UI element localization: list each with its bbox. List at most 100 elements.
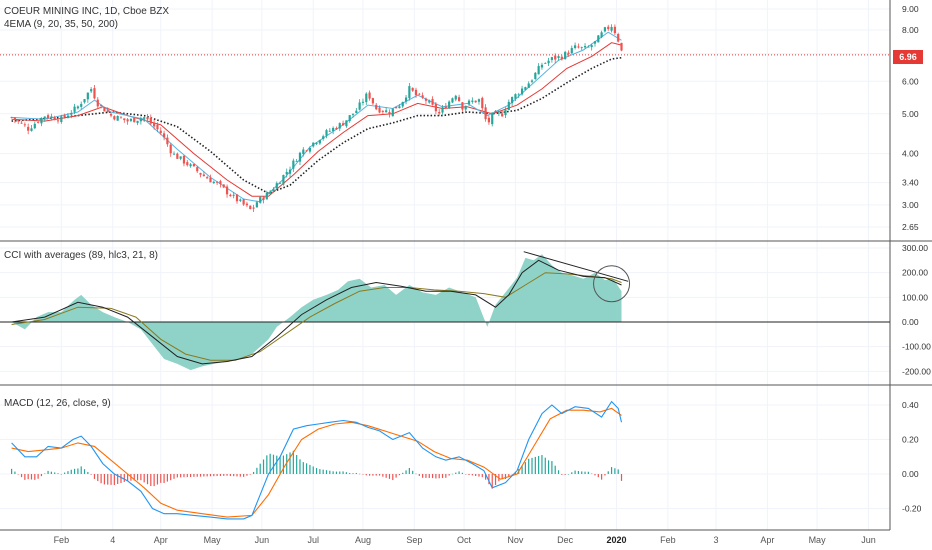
time-axis-tick-label: 4 bbox=[110, 535, 115, 545]
candle-body bbox=[288, 169, 292, 174]
macd-histogram-bar bbox=[564, 474, 566, 475]
macd-histogram-bar bbox=[372, 474, 374, 476]
macd-histogram-bar bbox=[83, 469, 86, 474]
ema-indicator-label[interactable]: 4EMA (9, 20, 35, 50, 200) bbox=[4, 19, 118, 30]
cci-slow-average-line bbox=[11, 272, 622, 361]
macd-histogram-bar bbox=[11, 468, 13, 474]
candle-body bbox=[239, 199, 242, 201]
price-axis-tick-label: 4.00 bbox=[902, 149, 919, 159]
macd-histogram-bar bbox=[445, 474, 447, 478]
candle-body bbox=[212, 181, 215, 184]
macd-histogram-bar bbox=[461, 472, 464, 474]
candle-body bbox=[560, 56, 563, 60]
candle-body bbox=[448, 101, 451, 109]
candle-body bbox=[23, 124, 26, 126]
cci-axis-tick-label: 200.00 bbox=[902, 268, 928, 278]
macd-histogram-bar bbox=[368, 474, 371, 476]
candle-body bbox=[335, 127, 338, 130]
candle-body bbox=[159, 130, 162, 133]
macd-histogram-bar bbox=[47, 470, 49, 474]
candle-body bbox=[530, 80, 534, 82]
candle-body bbox=[50, 116, 53, 119]
candle-body bbox=[524, 87, 527, 90]
candle-body bbox=[408, 86, 411, 99]
candle-body bbox=[73, 106, 76, 112]
candle-body bbox=[471, 100, 474, 102]
macd-histogram-bar bbox=[610, 467, 613, 474]
macd-histogram-bar bbox=[226, 474, 228, 476]
candle-body bbox=[527, 83, 530, 88]
candle-body bbox=[232, 194, 235, 196]
macd-histogram-bar bbox=[90, 474, 92, 475]
candle-body bbox=[249, 205, 252, 210]
cci-indicator-label[interactable]: CCI with averages (89, hlc3, 21, 8) bbox=[4, 250, 158, 261]
candle-body bbox=[278, 183, 282, 184]
candle-body bbox=[414, 89, 418, 96]
candle-body bbox=[229, 194, 232, 197]
candle-body bbox=[66, 115, 70, 119]
macd-histogram-bar bbox=[170, 474, 172, 481]
candle-body bbox=[610, 26, 613, 31]
macd-histogram-bar bbox=[292, 450, 294, 474]
macd-histogram-bar bbox=[266, 455, 268, 474]
macd-histogram-bar bbox=[289, 452, 291, 474]
candle-body bbox=[520, 88, 524, 95]
macd-histogram-bar bbox=[140, 474, 142, 481]
macd-histogram-bar bbox=[160, 474, 162, 483]
candle-body bbox=[10, 117, 13, 118]
macd-histogram-bar bbox=[17, 474, 19, 475]
macd-histogram-bar bbox=[223, 474, 225, 476]
candle-body bbox=[222, 184, 225, 188]
macd-histogram-bar bbox=[504, 474, 507, 480]
macd-histogram-bar bbox=[362, 474, 364, 475]
candle-body bbox=[365, 93, 368, 103]
candle-body bbox=[554, 55, 557, 60]
candle-body bbox=[272, 189, 275, 192]
macd-histogram-bar bbox=[524, 462, 526, 474]
candle-body bbox=[20, 122, 23, 124]
candle-body bbox=[431, 98, 434, 105]
macd-histogram-bar bbox=[577, 470, 580, 474]
macd-histogram-bar bbox=[365, 474, 367, 476]
macd-indicator-label[interactable]: MACD (12, 26, close, 9) bbox=[4, 398, 111, 409]
candle-body bbox=[434, 104, 437, 112]
macd-histogram-bar bbox=[329, 470, 331, 474]
candle-body bbox=[325, 130, 328, 136]
macd-histogram-bar bbox=[398, 474, 401, 476]
candle-body bbox=[162, 133, 166, 138]
candle-body bbox=[517, 94, 520, 96]
macd-histogram-bar bbox=[422, 474, 424, 478]
macd-histogram-bar bbox=[594, 474, 596, 476]
time-axis-tick-label: May bbox=[809, 535, 827, 545]
macd-histogram-bar bbox=[133, 474, 135, 481]
time-axis-tick-label: Jun bbox=[861, 535, 876, 545]
macd-histogram-bar bbox=[60, 474, 62, 475]
macd-histogram-bar bbox=[428, 474, 430, 478]
candle-body bbox=[318, 140, 321, 144]
candle-body bbox=[93, 88, 96, 99]
macd-histogram-bar bbox=[206, 474, 208, 477]
candle-body bbox=[504, 110, 507, 116]
candle-body bbox=[484, 107, 487, 120]
candle-body bbox=[388, 112, 391, 115]
cci-fast-average-line bbox=[11, 259, 622, 365]
candle-body bbox=[322, 136, 325, 139]
macd-histogram-bar bbox=[544, 457, 546, 474]
candle-body bbox=[371, 98, 375, 104]
time-axis-tick-label: Apr bbox=[760, 535, 774, 545]
cci-axis-tick-label: -200.00 bbox=[902, 366, 931, 376]
macd-histogram-bar bbox=[584, 471, 586, 474]
candle-body bbox=[381, 110, 384, 112]
candle-body bbox=[242, 199, 245, 205]
candle-body bbox=[375, 104, 378, 110]
macd-histogram-bar bbox=[166, 474, 168, 482]
candle-body bbox=[40, 117, 43, 124]
macd-histogram-bar bbox=[339, 471, 341, 474]
macd-histogram-bar bbox=[571, 472, 573, 474]
macd-axis-tick-label: 0.00 bbox=[902, 469, 919, 479]
macd-histogram-bar bbox=[199, 474, 202, 477]
price-axis-tick-label: 3.40 bbox=[902, 178, 919, 188]
time-axis-tick-label: Sep bbox=[406, 535, 422, 545]
candle-body bbox=[103, 107, 106, 112]
